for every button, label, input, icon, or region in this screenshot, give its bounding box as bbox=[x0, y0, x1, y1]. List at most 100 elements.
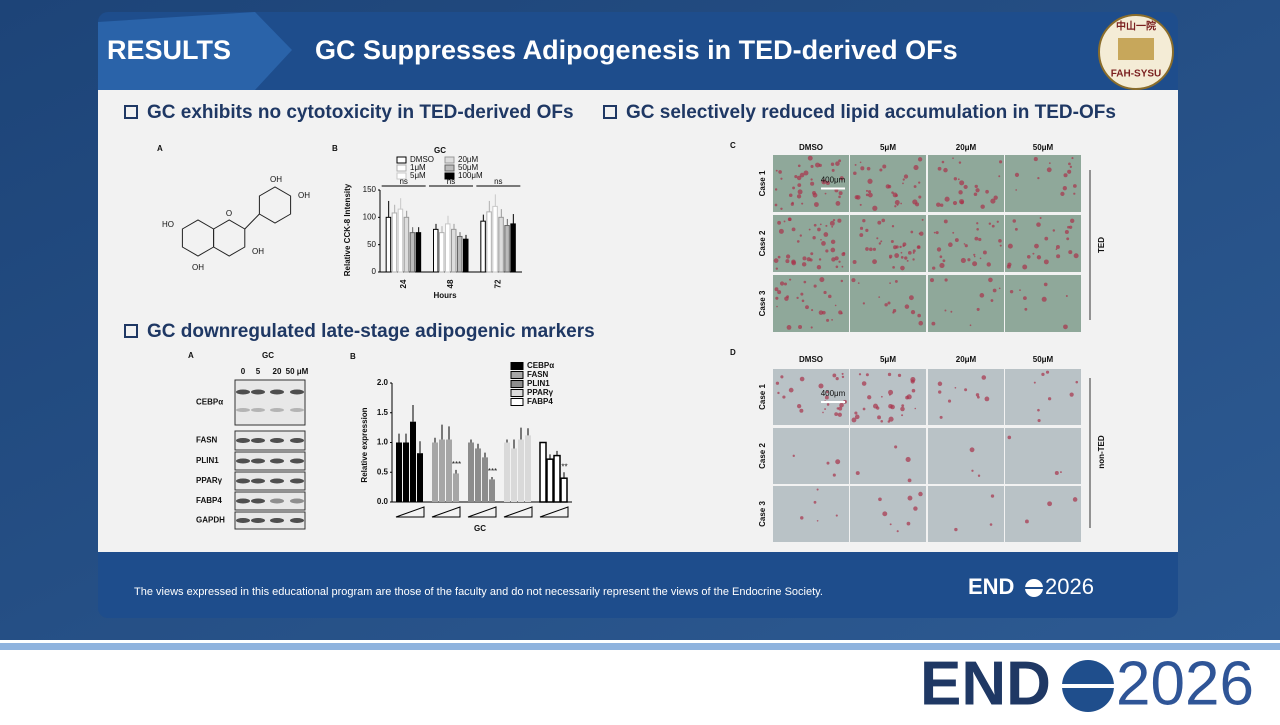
lipid-droplet bbox=[918, 195, 922, 199]
lipid-droplet bbox=[837, 412, 842, 417]
lipid-droplet bbox=[884, 303, 888, 307]
lipid-droplet bbox=[988, 277, 993, 283]
lipid-droplet bbox=[858, 373, 862, 376]
column-label: 50μM bbox=[1033, 143, 1054, 152]
lipid-droplet bbox=[839, 402, 844, 408]
lipid-droplet bbox=[971, 469, 974, 472]
lipid-droplet bbox=[991, 224, 995, 228]
band bbox=[251, 408, 265, 412]
lipid-droplet bbox=[872, 259, 877, 265]
blot-label: GAPDH bbox=[196, 516, 225, 525]
lipid-droplet bbox=[900, 251, 903, 254]
band bbox=[251, 498, 265, 504]
lipid-droplet bbox=[801, 262, 807, 267]
bar bbox=[480, 220, 486, 273]
dose-label: 50 μM bbox=[286, 367, 309, 376]
lipid-droplet bbox=[959, 180, 965, 186]
lipid-droplet bbox=[816, 265, 822, 270]
lipid-droplet bbox=[774, 203, 778, 207]
lipid-droplet bbox=[1015, 189, 1018, 191]
band bbox=[236, 438, 250, 443]
lipid-droplet bbox=[778, 228, 784, 234]
lipid-droplet bbox=[975, 188, 980, 193]
bar bbox=[433, 228, 439, 273]
band bbox=[251, 458, 265, 464]
lipid-droplet bbox=[917, 313, 921, 318]
lipid-droplet bbox=[904, 256, 908, 260]
lipid-droplet bbox=[813, 202, 819, 207]
y-tick-label: 2.0 bbox=[377, 378, 389, 387]
bar bbox=[410, 421, 416, 502]
lipid-droplet bbox=[778, 170, 782, 174]
lipid-droplet bbox=[830, 247, 836, 253]
lipid-droplet bbox=[782, 395, 786, 399]
lipid-droplet bbox=[977, 474, 981, 477]
bar bbox=[445, 223, 451, 273]
band bbox=[270, 498, 284, 504]
lipid-droplet bbox=[890, 404, 895, 410]
lipid-droplet bbox=[796, 175, 802, 181]
y-axis-label: Relative CCK-8 Intensity bbox=[343, 183, 352, 276]
lipid-droplet bbox=[1022, 296, 1027, 301]
significance: ** bbox=[561, 462, 567, 471]
atom-label: HO bbox=[162, 220, 174, 229]
lipid-droplet bbox=[854, 414, 860, 420]
lipid-droplet bbox=[901, 404, 905, 408]
micrograph bbox=[773, 428, 849, 484]
lipid-droplet bbox=[977, 395, 980, 399]
lipid-droplet bbox=[810, 181, 815, 186]
dose-triangle bbox=[539, 506, 569, 518]
lipid-droplet bbox=[882, 511, 888, 517]
lipid-droplet bbox=[788, 193, 793, 197]
lipid-droplet bbox=[891, 191, 894, 194]
lipid-droplet bbox=[889, 282, 891, 284]
lipid-droplet bbox=[960, 257, 966, 264]
lipid-droplet bbox=[835, 459, 841, 465]
lipid-droplet bbox=[892, 266, 895, 269]
lipid-droplet bbox=[935, 231, 939, 235]
lipid-droplet bbox=[796, 194, 802, 199]
chart-title: GC bbox=[434, 146, 446, 155]
lipid-droplet bbox=[899, 245, 902, 249]
lipid-droplet bbox=[887, 184, 892, 189]
bar bbox=[385, 216, 392, 273]
lipid-droplet bbox=[785, 259, 790, 264]
lipid-droplet bbox=[792, 454, 795, 458]
lipid-droplet bbox=[877, 415, 881, 420]
lipid-droplet bbox=[857, 282, 860, 284]
lipid-droplet bbox=[810, 178, 813, 181]
micrograph bbox=[928, 215, 1004, 272]
lipid-droplet bbox=[1066, 237, 1070, 241]
lipid-droplet bbox=[812, 236, 816, 240]
lipid-droplet bbox=[842, 251, 846, 255]
legend-label: FASN bbox=[527, 370, 549, 379]
band bbox=[290, 389, 304, 395]
bar bbox=[403, 216, 410, 273]
lipid-droplet bbox=[826, 461, 830, 465]
row-label: Case 2 bbox=[758, 443, 767, 469]
lipid-droplet bbox=[818, 258, 822, 261]
bar bbox=[439, 232, 445, 273]
lipid-droplet bbox=[803, 170, 809, 176]
lipid-droplet bbox=[979, 293, 985, 298]
lipid-droplet bbox=[960, 200, 964, 205]
bar bbox=[560, 477, 568, 503]
section-heading: GC exhibits no cytotoxicity in TED-deriv… bbox=[147, 102, 574, 123]
band bbox=[251, 518, 265, 523]
y-tick-label: 1.5 bbox=[377, 408, 389, 417]
lipid-droplet bbox=[832, 218, 836, 222]
lipid-droplet bbox=[831, 318, 833, 321]
lipid-droplet bbox=[787, 217, 792, 222]
big-brand-left: END bbox=[920, 649, 1051, 718]
lipid-droplet bbox=[1024, 307, 1028, 311]
legend-swatch bbox=[510, 371, 524, 379]
lipid-droplet bbox=[967, 258, 971, 262]
lipid-droplet bbox=[831, 257, 836, 262]
lipid-droplet bbox=[821, 241, 826, 246]
lipid-droplet bbox=[838, 191, 843, 196]
lipid-droplet bbox=[1037, 418, 1041, 423]
lipid-droplet bbox=[889, 394, 891, 396]
bar bbox=[457, 235, 463, 273]
lipid-droplet bbox=[999, 160, 1003, 164]
